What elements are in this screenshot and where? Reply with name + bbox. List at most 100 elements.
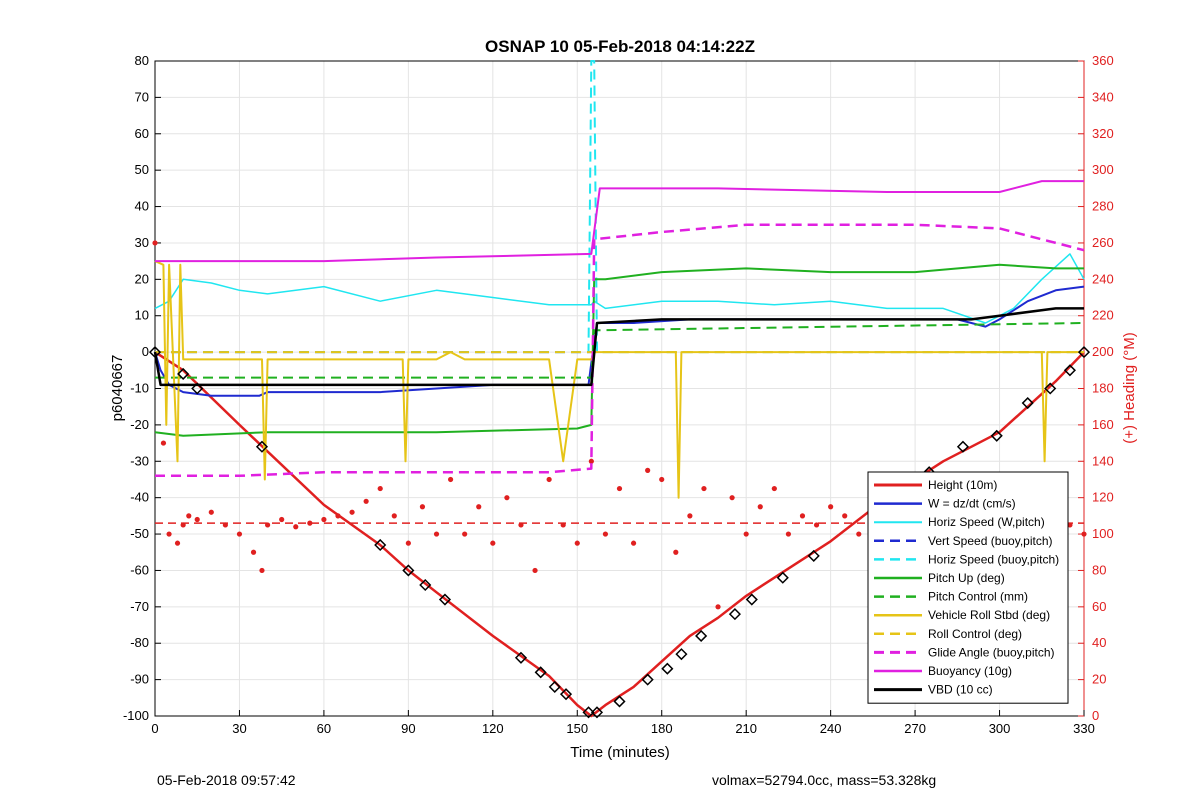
x-tick-label: 270 (904, 721, 926, 736)
legend-label: Vert Speed (buoy,pitch) (928, 534, 1053, 548)
chart-title: OSNAP 10 05-Feb-2018 04:14:22Z (485, 37, 755, 56)
height-marker (956, 440, 970, 453)
y-tick-label: -30 (130, 453, 149, 468)
y-tick-label: 60 (135, 126, 149, 141)
heading-point (602, 531, 609, 537)
heading-point (729, 495, 735, 501)
height-marker (148, 346, 162, 359)
heading-point (307, 520, 313, 526)
heading-point (560, 522, 566, 528)
heading-point (799, 513, 806, 519)
heading-point (152, 240, 158, 246)
height-marker (728, 608, 741, 621)
heading-point (532, 567, 538, 574)
legend-label: Glide Angle (buoy,pitch) (928, 645, 1055, 659)
y2-tick-label: 280 (1092, 199, 1114, 214)
series-line-2 (154, 253, 1085, 324)
axes: 0 30 60 90 120 150 180 210 240 270 300 330-100-90-8… (123, 53, 1114, 736)
y-tick-label: -50 (130, 526, 149, 541)
height-marker (177, 367, 190, 381)
heading-point (186, 513, 192, 519)
plot-area (148, 60, 1091, 719)
heading-point (236, 531, 243, 537)
legend-label: Pitch Up (deg) (928, 571, 1005, 585)
height-marker (695, 629, 708, 643)
y-tick-label: -20 (130, 417, 149, 432)
heading-point (1067, 522, 1073, 528)
heading-point (828, 504, 834, 510)
heading-point (715, 604, 721, 610)
heading-point (377, 485, 383, 492)
heading-point (771, 485, 777, 492)
y2-tick-label: 40 (1092, 635, 1106, 650)
heading-point (293, 524, 299, 530)
height-marker (807, 549, 820, 562)
heading-point (180, 522, 186, 528)
height-marker (661, 662, 674, 675)
heading-point (616, 485, 623, 492)
footer-summary: volmax=52794.0cc, mass=53.328kg (712, 772, 937, 788)
height-marker (559, 688, 573, 701)
y2-tick-label: 220 (1092, 308, 1114, 323)
y-tick-label: -100 (123, 708, 149, 723)
height-marker (402, 564, 415, 577)
height-marker (1063, 364, 1076, 377)
x-tick-label: 240 (820, 721, 842, 736)
legend-label: W = dz/dt (cm/s) (928, 497, 1016, 511)
y2-tick-label: 80 (1092, 562, 1106, 577)
y2-tick-label: 160 (1092, 417, 1114, 432)
height-marker (548, 680, 561, 693)
height-marker (641, 673, 654, 686)
legend-label: VBD (10 cc) (928, 683, 993, 697)
heading-point (174, 540, 181, 546)
heading-point (630, 540, 637, 546)
y2-tick-label: 300 (1092, 162, 1114, 177)
height-marker (438, 593, 452, 606)
y-tick-label: 10 (135, 308, 149, 323)
x-tick-label: 90 (401, 721, 415, 736)
legend-label: Vehicle Roll Stbd (deg) (928, 608, 1050, 622)
heading-point (265, 522, 271, 528)
height-marker (613, 695, 626, 708)
footer-timestamp: 05-Feb-2018 09:57:42 (157, 772, 296, 788)
y2-tick-label: 140 (1092, 453, 1114, 468)
legend-label: Pitch Control (mm) (928, 590, 1028, 604)
heading-point (476, 504, 482, 510)
y2-tick-label: 180 (1092, 381, 1114, 396)
y-tick-label: -40 (130, 490, 149, 505)
heading-point (842, 513, 848, 519)
y-tick-label: 0 (142, 344, 149, 359)
heading-point (490, 540, 496, 546)
height-marker (745, 593, 758, 606)
height-marker (1044, 382, 1057, 395)
y2-tick-label: 320 (1092, 126, 1114, 141)
heading-point (391, 513, 397, 519)
height-marker (255, 440, 269, 453)
x-tick-label: 210 (735, 721, 757, 736)
series-line-1 (154, 285, 1085, 397)
series-line-7 (154, 260, 1084, 499)
x-tick-label: 30 (232, 721, 246, 736)
heading-point (504, 495, 510, 501)
height-marker (534, 666, 547, 679)
y2-tick-label: 360 (1092, 53, 1114, 68)
legend-label: Horiz Speed (buoy,pitch) (928, 552, 1059, 566)
x-tick-label: 120 (482, 721, 504, 736)
height-marker (582, 706, 595, 719)
x-tick-label: 0 (151, 721, 158, 736)
heading-point (279, 516, 285, 523)
heading-point (1081, 531, 1087, 537)
y-tick-label: 40 (135, 199, 149, 214)
height-marker (191, 382, 204, 395)
y2-tick-label: 0 (1092, 708, 1099, 723)
heading-scatter (152, 240, 1087, 610)
series-line-10 (155, 180, 1084, 263)
y2-axis-label: (+) Heading (°M) (1121, 332, 1138, 443)
height-marker (419, 578, 432, 592)
y-tick-label: 70 (135, 89, 149, 104)
heading-point (259, 567, 265, 574)
y-tick-label: 80 (135, 53, 149, 68)
heading-point (166, 531, 172, 537)
legend-label: Height (10m) (928, 478, 997, 492)
